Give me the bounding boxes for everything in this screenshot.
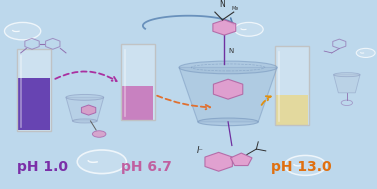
Text: N: N	[219, 0, 225, 9]
Polygon shape	[230, 153, 252, 166]
Ellipse shape	[334, 73, 360, 77]
Polygon shape	[66, 97, 104, 121]
Bar	[122, 86, 153, 119]
Text: pH 13.0: pH 13.0	[271, 160, 332, 174]
Polygon shape	[213, 20, 236, 35]
Polygon shape	[179, 67, 277, 122]
Ellipse shape	[66, 94, 104, 100]
Text: Me: Me	[232, 6, 239, 11]
Text: I⁻: I⁻	[196, 146, 203, 155]
Bar	[17, 49, 51, 131]
Circle shape	[5, 23, 40, 40]
Bar	[121, 44, 155, 120]
Circle shape	[78, 151, 125, 173]
Bar	[276, 95, 308, 125]
Polygon shape	[213, 79, 243, 99]
Polygon shape	[205, 152, 232, 171]
Circle shape	[286, 156, 325, 175]
Circle shape	[235, 23, 262, 36]
Bar	[121, 44, 155, 120]
Bar	[17, 49, 51, 131]
Polygon shape	[334, 75, 360, 93]
Text: pH 1.0: pH 1.0	[17, 160, 68, 174]
Polygon shape	[81, 105, 96, 115]
Ellipse shape	[179, 61, 277, 74]
Text: pH 6.7: pH 6.7	[121, 160, 172, 174]
Ellipse shape	[198, 118, 258, 126]
Circle shape	[357, 49, 375, 57]
Circle shape	[92, 131, 106, 137]
Ellipse shape	[72, 119, 97, 123]
Bar	[18, 78, 50, 130]
Bar	[275, 46, 309, 125]
Bar	[275, 46, 309, 125]
Text: N: N	[229, 48, 234, 54]
